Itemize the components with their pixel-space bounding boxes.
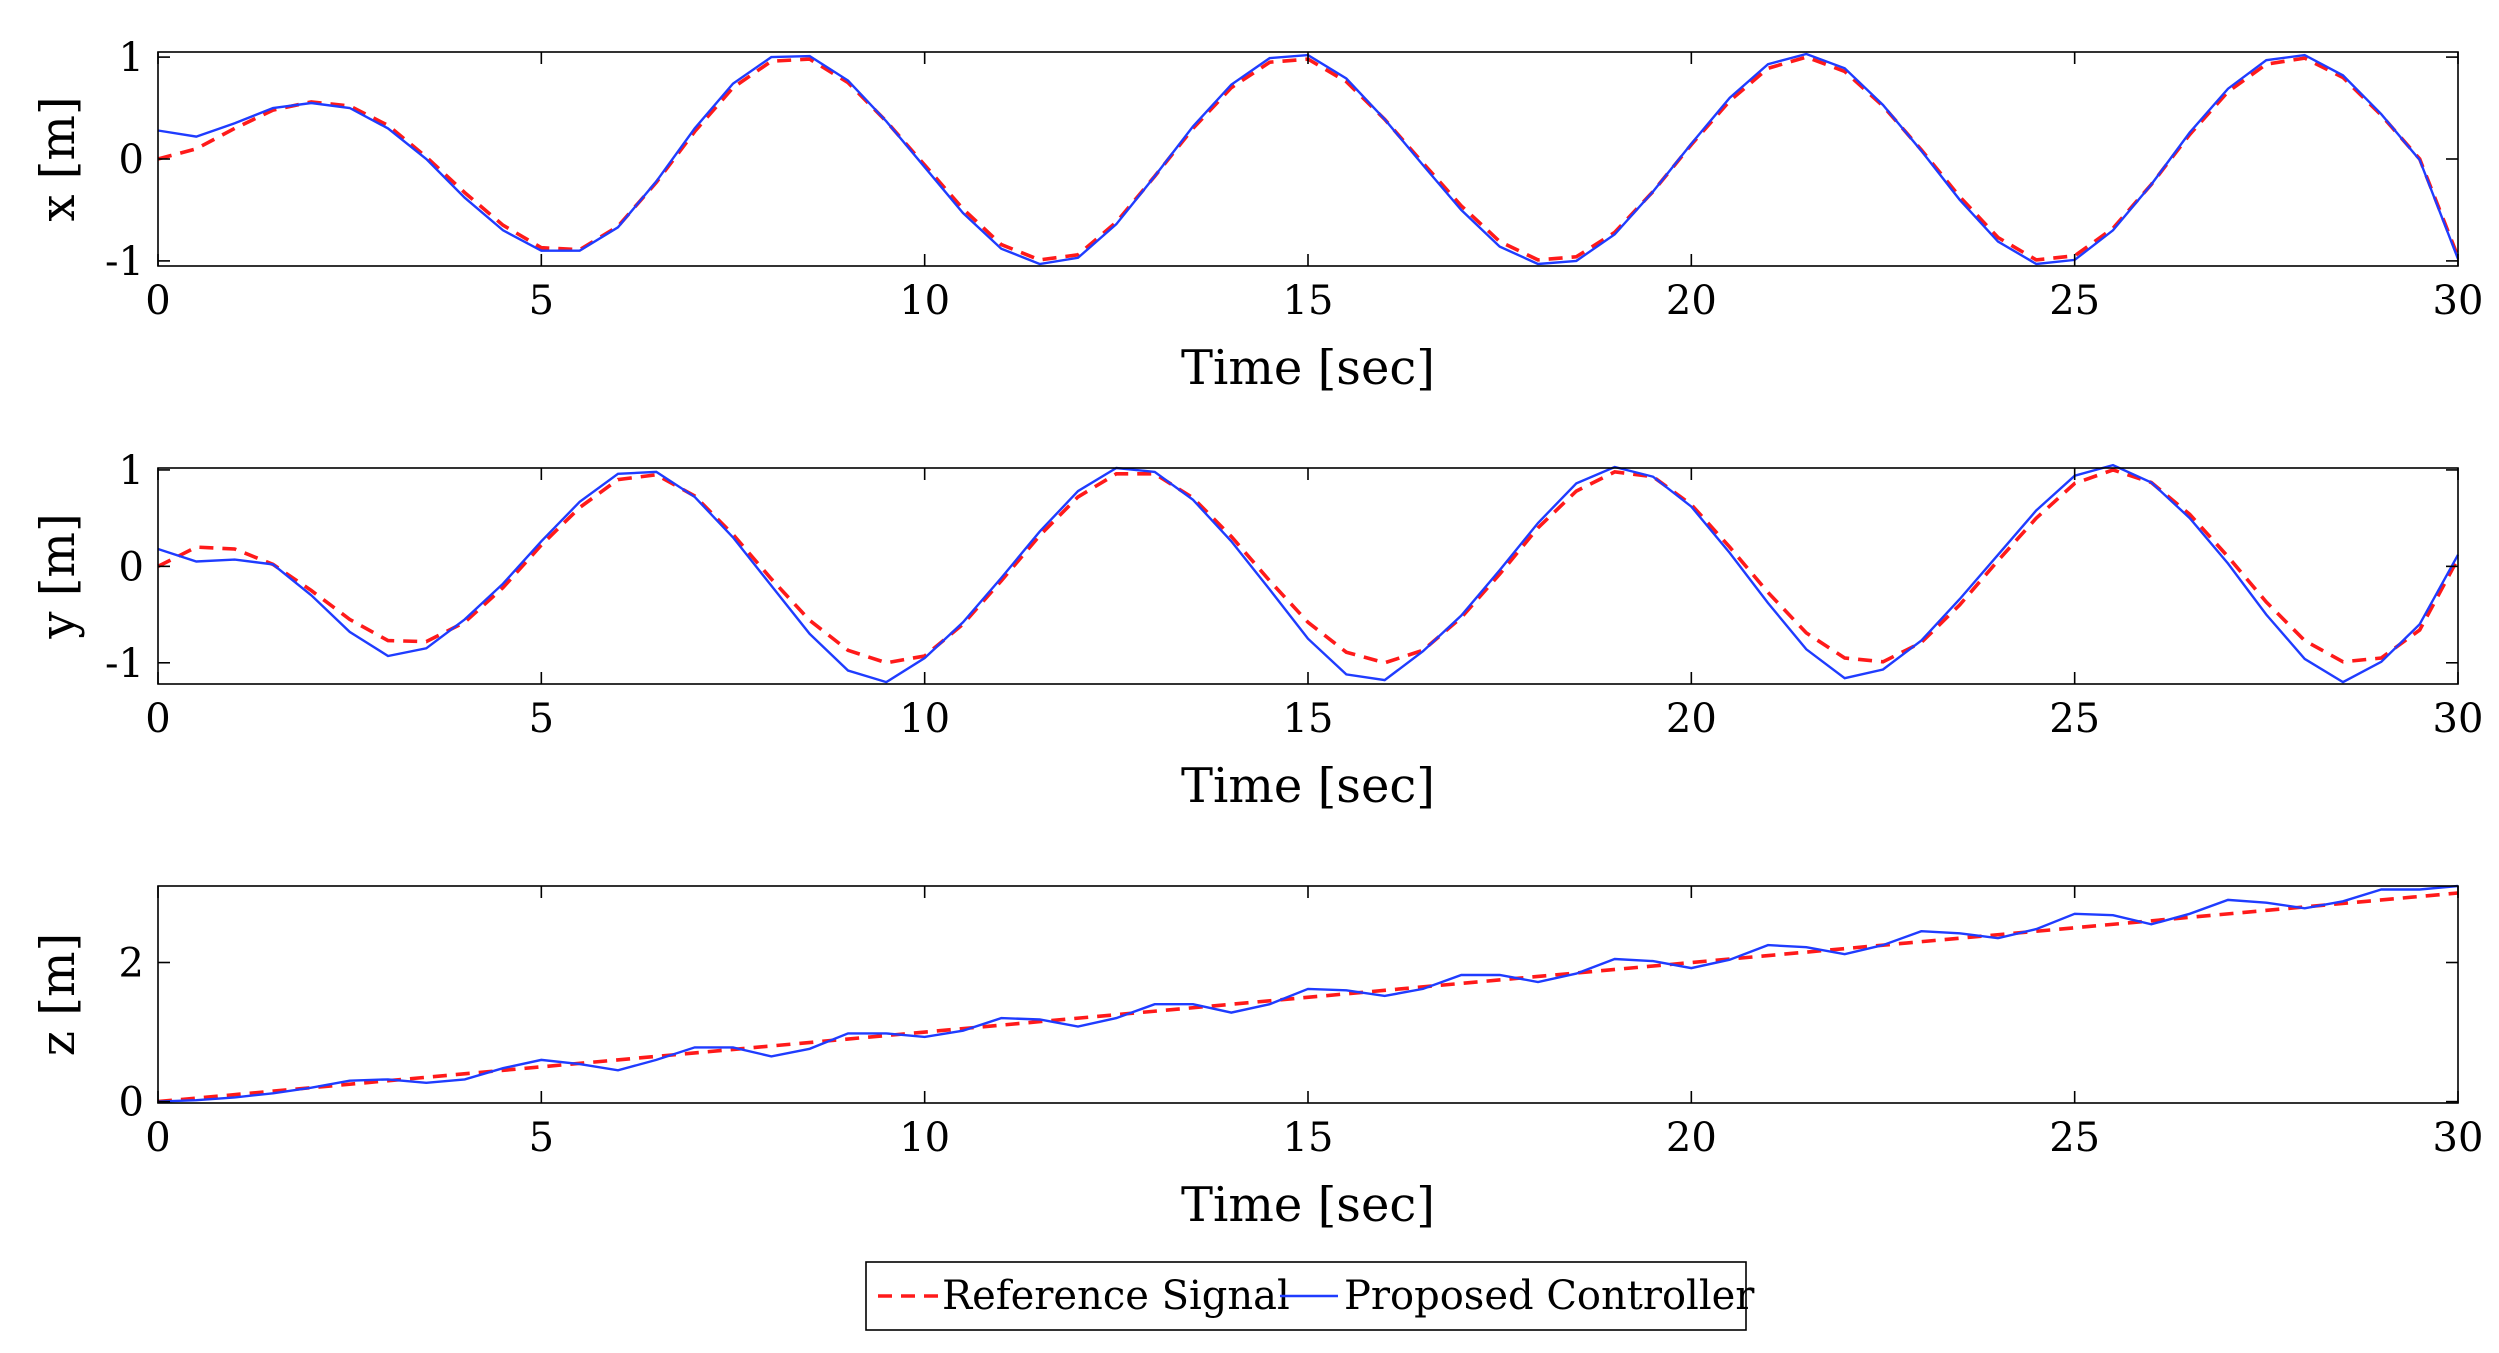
x-axis-title: Time [sec]: [1181, 758, 1435, 814]
x-tick-label: 25: [2049, 278, 2100, 324]
x-tick-label: 5: [529, 696, 554, 742]
y-reference-signal-line: [157, 467, 2460, 665]
y-tick-label: 2: [119, 941, 144, 987]
legend-label-reference: Reference Signal: [942, 1273, 1290, 1319]
z-reference-signal-line: [157, 891, 2459, 1104]
x-tick-label: 15: [1283, 278, 1334, 324]
x-tick-label: 10: [899, 696, 950, 742]
legend: Reference Signal Proposed Controller: [865, 1261, 1755, 1331]
y-tick-label: 0: [119, 1080, 144, 1126]
y-tick-label: 1: [119, 35, 144, 81]
x-tick-label: 25: [2049, 696, 2100, 742]
x-axis-title: Time [sec]: [1181, 1177, 1435, 1233]
x-tick-label: 30: [2433, 278, 2484, 324]
x-axis-title: Time [sec]: [1181, 340, 1435, 396]
x-tick-label: 0: [145, 696, 170, 742]
x-tick-label: 20: [1666, 278, 1717, 324]
x-proposed-controller-line: [157, 52, 2460, 266]
x-tick-label: 5: [529, 1115, 554, 1161]
y-proposed-controller-line: [157, 463, 2460, 684]
y-tick-label: -1: [105, 641, 144, 687]
x-tick-label: 30: [2433, 1115, 2484, 1161]
y-tick-label: 0: [119, 544, 144, 590]
x-tick-label: 15: [1283, 1115, 1334, 1161]
x-tick-label: 10: [899, 278, 950, 324]
y-tick-label: 0: [119, 137, 144, 183]
y-plot-frame: [157, 467, 2459, 685]
x-tick-label: 10: [899, 1115, 950, 1161]
y-axis-title: y [m]: [30, 513, 86, 639]
x-tick-label: 25: [2049, 1115, 2100, 1161]
x-tick-label: 20: [1666, 1115, 1717, 1161]
y-tick-label: 1: [119, 448, 144, 494]
x-tick-label: 0: [145, 278, 170, 324]
x-tick-label: 20: [1666, 696, 1717, 742]
y-axis-title: x [m]: [30, 96, 86, 221]
legend-label-controller: Proposed Controller: [1344, 1273, 1755, 1319]
x-tick-label: 5: [529, 278, 554, 324]
subplot-z: 0 5 10 15 20 25 30 0 2 Time [sec] z [m]: [30, 884, 2484, 1233]
y-tick-label: -1: [105, 239, 144, 285]
x-tick-label: 15: [1283, 696, 1334, 742]
x-tick-label: 30: [2433, 696, 2484, 742]
z-proposed-controller-line: [157, 884, 2459, 1103]
x-plot-frame: [157, 51, 2459, 267]
x-tick-label: 0: [145, 1115, 170, 1161]
y-axis-title: z [m]: [30, 933, 86, 1057]
